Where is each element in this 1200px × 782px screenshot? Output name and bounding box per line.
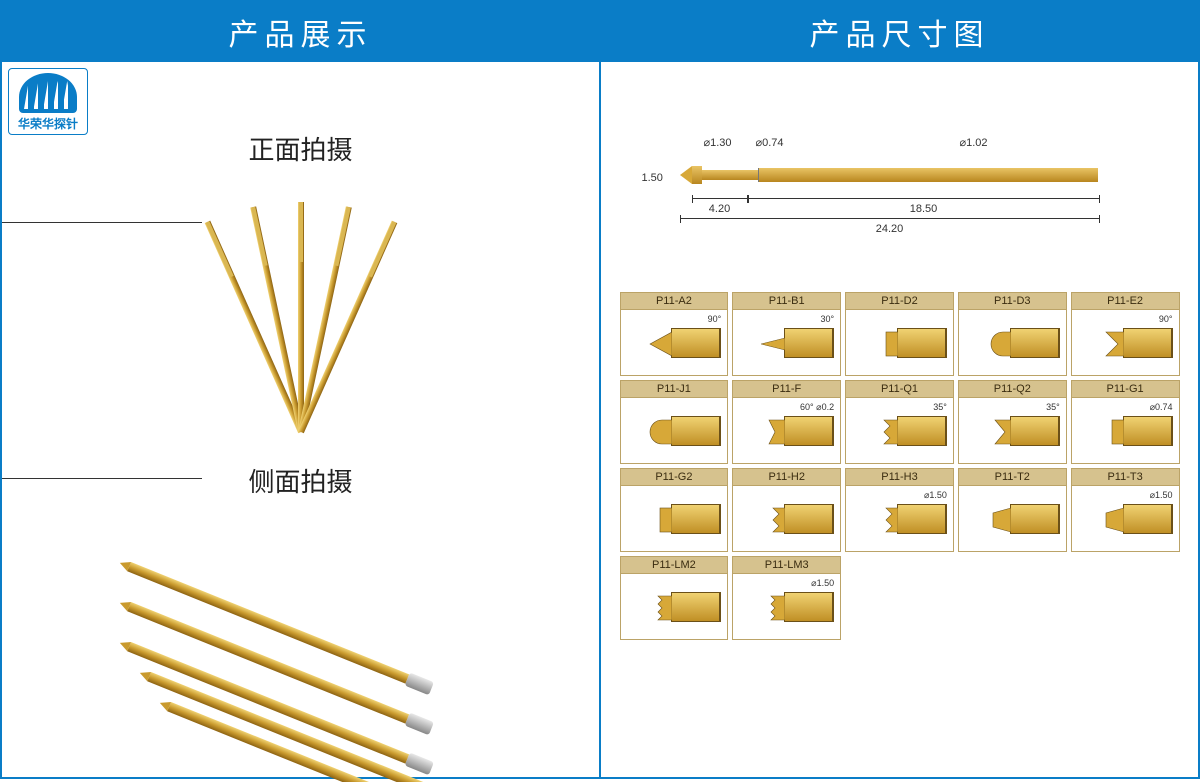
tip-diagram [621, 574, 728, 639]
dim-total-len: 24.20 [876, 223, 904, 235]
tip-style-grid: P11-A2 90° P11-B1 30° P11-D2 P11-D3 [620, 292, 1180, 640]
tip-diagram [959, 486, 1066, 551]
tip-cell: P11-Q2 35° [958, 380, 1067, 464]
tip-cell: P11-H3 ⌀1.50 [845, 468, 954, 552]
tip-code: P11-F [733, 381, 840, 398]
tip-cell: P11-LM3 ⌀1.50 [732, 556, 841, 640]
tip-code: P11-LM3 [733, 557, 840, 574]
tip-code: P11-G1 [1072, 381, 1179, 398]
left-body: 华荣华探针 正面拍摄 侧面拍摄 [2, 62, 599, 777]
side-photo [101, 522, 501, 782]
tip-diagram: ⌀1.50 [1072, 486, 1179, 551]
tip-code: P11-LM2 [621, 557, 728, 574]
tip-code: P11-H3 [846, 469, 953, 486]
dimensions-panel: 产品尺寸图 ⌀1.30 ⌀0.74 ⌀1.02 1.50 4.20 18.50 … [601, 2, 1198, 777]
tip-code: P11-G2 [621, 469, 728, 486]
tip-diagram: ⌀1.50 [846, 486, 953, 551]
tip-code: P11-Q1 [846, 381, 953, 398]
tip-code: P11-B1 [733, 293, 840, 310]
tip-cell: P11-LM2 [620, 556, 729, 640]
tip-code: P11-H2 [733, 469, 840, 486]
tip-cell: P11-B1 30° [732, 292, 841, 376]
right-body: ⌀1.30 ⌀0.74 ⌀1.02 1.50 4.20 18.50 24.20 … [601, 62, 1198, 777]
probe-outline [680, 166, 1098, 184]
tip-diagram: 35° [959, 398, 1066, 463]
tip-cell: P11-E2 90° [1071, 292, 1180, 376]
tip-diagram [621, 398, 728, 463]
tip-cell: P11-T2 [958, 468, 1067, 552]
divider [2, 478, 202, 479]
tip-cell: P11-D3 [958, 292, 1067, 376]
tip-diagram: ⌀1.50 [733, 574, 840, 639]
tip-code: P11-T2 [959, 469, 1066, 486]
front-photo [171, 192, 431, 442]
dim-d-body: ⌀1.02 [960, 136, 988, 149]
tip-cell: P11-F 60° ⌀0.2 [732, 380, 841, 464]
tip-diagram: 60° ⌀0.2 [733, 398, 840, 463]
dim-tip-len: 1.50 [642, 172, 663, 184]
tip-diagram: 30° [733, 310, 840, 375]
tip-cell: P11-G1 ⌀0.74 [1071, 380, 1180, 464]
tip-diagram [733, 486, 840, 551]
brand-logo: 华荣华探针 [8, 68, 88, 135]
tip-code: P11-A2 [621, 293, 728, 310]
tip-diagram: ⌀0.74 [1072, 398, 1179, 463]
tip-diagram [621, 486, 728, 551]
dim-d-tip: ⌀1.30 [704, 136, 732, 149]
tip-cell: P11-G2 [620, 468, 729, 552]
tip-diagram: 90° [1072, 310, 1179, 375]
logo-crown-icon [19, 73, 77, 113]
tip-cell: P11-H2 [732, 468, 841, 552]
tip-code: P11-D3 [959, 293, 1066, 310]
front-caption: 正面拍摄 [2, 130, 599, 167]
tip-diagram: 90° [621, 310, 728, 375]
tip-cell: P11-A2 90° [620, 292, 729, 376]
product-showcase-panel: 产品展示 华荣华探针 正面拍摄 [2, 2, 601, 777]
tip-cell: P11-Q1 35° [845, 380, 954, 464]
dim-body-len: 18.50 [910, 203, 938, 215]
right-header: 产品尺寸图 [601, 2, 1198, 62]
side-caption: 侧面拍摄 [2, 462, 599, 499]
tip-cell: P11-D2 [845, 292, 954, 376]
tip-code: P11-Q2 [959, 381, 1066, 398]
tip-diagram [959, 310, 1066, 375]
left-header: 产品展示 [2, 2, 599, 62]
tip-cell: P11-T3 ⌀1.50 [1071, 468, 1180, 552]
tip-code: P11-J1 [621, 381, 728, 398]
tip-code: P11-T3 [1072, 469, 1179, 486]
dim-d-neck: ⌀0.74 [756, 136, 784, 149]
tip-diagram: 35° [846, 398, 953, 463]
tip-cell: P11-J1 [620, 380, 729, 464]
dim-neck-len: 4.20 [709, 203, 730, 215]
tip-diagram [846, 310, 953, 375]
dimension-drawing: ⌀1.30 ⌀0.74 ⌀1.02 1.50 4.20 18.50 24.20 [640, 142, 1160, 262]
tip-code: P11-E2 [1072, 293, 1179, 310]
tip-code: P11-D2 [846, 293, 953, 310]
